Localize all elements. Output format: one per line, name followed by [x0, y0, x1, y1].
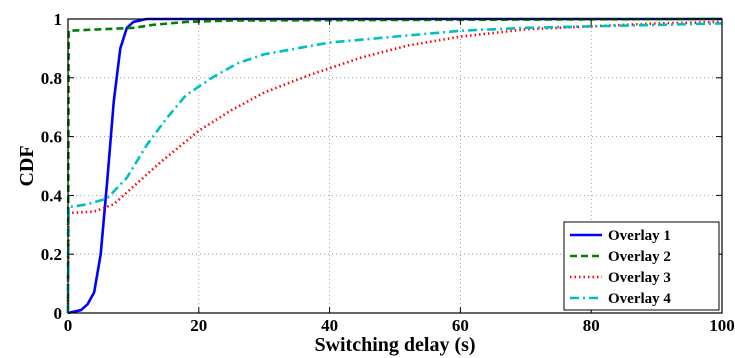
- legend-entry-label: Overlay 4: [608, 291, 671, 307]
- x-tick-label: 20: [190, 316, 207, 335]
- y-tick-label: 0.4: [41, 186, 63, 205]
- legend-entry-label: Overlay 1: [608, 228, 671, 244]
- y-axis-label: CDF: [16, 145, 38, 186]
- legend: Overlay 1 Overlay 2 Overlay 3 Overlay 4: [563, 221, 720, 311]
- legend-box: [563, 221, 720, 311]
- x-tick-label: 60: [452, 316, 469, 335]
- y-tick-label: 0: [54, 304, 63, 323]
- y-tick-label: 1: [54, 10, 63, 29]
- y-tick-label: 0.6: [41, 128, 62, 147]
- x-tick-label: 100: [709, 316, 735, 335]
- x-axis-label: Switching delay (s): [314, 334, 475, 356]
- y-tick-label: 0.2: [41, 245, 62, 264]
- series-line-overlay-2: [66, 17, 723, 314]
- x-tick-label: 80: [583, 316, 600, 335]
- series-lines: [66, 17, 723, 315]
- axis-ticks: 0 20 40 60 80 100 0 0.2 0.4 0.6 0.8 1: [41, 10, 735, 335]
- series-line-overlay-1: [67, 17, 722, 315]
- legend-entry-label: Overlay 3: [608, 270, 671, 286]
- legend-entry-label: Overlay 2: [608, 249, 671, 265]
- plot-frame: [67, 18, 723, 314]
- x-tick-label: 0: [64, 316, 73, 335]
- x-tick-label: 40: [321, 316, 338, 335]
- y-tick-label: 0.8: [41, 69, 62, 88]
